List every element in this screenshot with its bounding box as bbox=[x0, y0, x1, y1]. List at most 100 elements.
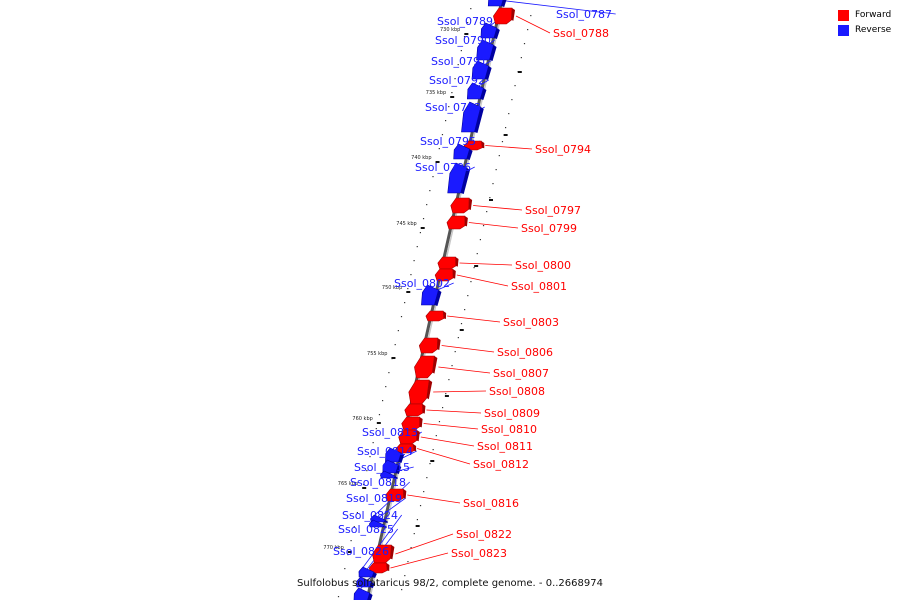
tick-label: 745 kbp bbox=[396, 221, 416, 227]
gene-block-ssol_0788[interactable] bbox=[493, 7, 515, 25]
gene-label-ssol_0794[interactable]: Ssol_0794 bbox=[535, 143, 591, 156]
gene-block-ssol_0806[interactable] bbox=[418, 337, 441, 354]
minor-tick-left bbox=[337, 596, 340, 598]
leader-line bbox=[407, 494, 461, 504]
gene-label-ssol_0790[interactable]: Ssol_0790 bbox=[435, 34, 491, 47]
gene-block-ssol_0800[interactable] bbox=[437, 256, 459, 270]
gene-label-ssol_0814[interactable]: Ssol_0814 bbox=[357, 445, 413, 458]
minor-tick-right bbox=[473, 267, 475, 269]
gene-side bbox=[474, 107, 484, 133]
minor-tick-left bbox=[382, 400, 384, 402]
gene-label-ssol_0810[interactable]: Ssol_0810 bbox=[481, 423, 537, 436]
forward-label: Forward bbox=[855, 10, 892, 20]
gene-label-ssol_0826[interactable]: Ssol_0826 bbox=[333, 545, 389, 558]
gene-side bbox=[384, 520, 389, 523]
gene-label-ssol_0797[interactable]: Ssol_0797 bbox=[525, 204, 581, 217]
gene-block-ssol_0796[interactable] bbox=[447, 162, 471, 194]
gene-label-ssol_0796[interactable]: Ssol_0796 bbox=[415, 161, 471, 174]
gene-label-ssol_0812[interactable]: Ssol_0812 bbox=[473, 458, 529, 471]
gene-block-ssol_0791[interactable] bbox=[471, 60, 492, 80]
gene-block-ssol_0793[interactable] bbox=[461, 101, 484, 133]
gene-block-ssol_0823[interactable] bbox=[368, 562, 390, 574]
gene-block-ssol_0802[interactable] bbox=[421, 284, 442, 306]
gene-block-ssol_0819[interactable] bbox=[369, 519, 388, 528]
gene-block-ssol_0826[interactable] bbox=[353, 587, 373, 600]
minor-tick-right bbox=[492, 183, 494, 185]
gene-label-ssol_0813[interactable]: Ssol_0813 bbox=[362, 426, 418, 439]
minor-tick-right bbox=[505, 127, 507, 129]
minor-tick-right bbox=[451, 365, 453, 367]
gene-block-ssol_0797[interactable] bbox=[450, 197, 473, 214]
gene-block-ssol_0795[interactable] bbox=[453, 143, 473, 160]
gene-label-ssol_0792[interactable]: Ssol_0792 bbox=[429, 74, 485, 87]
gene-block-ssol_0807[interactable] bbox=[414, 355, 438, 379]
minor-tick-left bbox=[359, 498, 362, 500]
gene-label-ssol_0787[interactable]: Ssol_0787 bbox=[556, 8, 612, 21]
gene-block-ssol_0799[interactable] bbox=[446, 215, 468, 230]
gene-block-ssol_0803[interactable] bbox=[425, 310, 447, 322]
gene-label-ssol_0824[interactable]: Ssol_0824 bbox=[342, 509, 398, 522]
gene-block-ssol_0816[interactable] bbox=[385, 488, 407, 502]
gene-block-ssol_0815[interactable] bbox=[380, 470, 399, 479]
gene-block-ssol_0808[interactable] bbox=[408, 379, 433, 405]
tick-label: 770 kbp bbox=[323, 545, 343, 551]
minor-tick-left bbox=[422, 218, 425, 220]
gene-block-ssol_0789[interactable] bbox=[480, 22, 500, 39]
gene-label-ssol_0801[interactable]: Ssol_0801 bbox=[511, 280, 567, 293]
gene-side bbox=[426, 380, 433, 400]
gene-side bbox=[413, 444, 417, 452]
gene-label-ssol_0795[interactable]: Ssol_0795 bbox=[420, 135, 476, 148]
gene-block-ssol_0801[interactable] bbox=[434, 268, 456, 282]
leader-line bbox=[515, 15, 551, 34]
gene-block-ssol_0825[interactable] bbox=[356, 576, 375, 588]
minor-tick-right bbox=[426, 477, 428, 479]
minor-tick-right bbox=[511, 99, 513, 101]
gene-label-ssol_0791[interactable]: Ssol_0791 bbox=[431, 55, 487, 68]
gene-label-ssol_0811[interactable]: Ssol_0811 bbox=[477, 440, 533, 453]
gene-label-ssol_0800[interactable]: Ssol_0800 bbox=[515, 259, 571, 272]
gene-label-ssol_0806[interactable]: Ssol_0806 bbox=[497, 346, 553, 359]
gene-body bbox=[447, 162, 468, 194]
gene-label-ssol_0823[interactable]: Ssol_0823 bbox=[451, 547, 507, 560]
gene-label-ssol_0822[interactable]: Ssol_0822 bbox=[456, 528, 512, 541]
gene-side bbox=[395, 465, 402, 474]
minor-tick-left bbox=[413, 260, 415, 262]
minor-tick-left bbox=[407, 288, 409, 290]
gene-block-ssol_0812[interactable] bbox=[395, 443, 417, 454]
gene-label-ssol_0788[interactable]: Ssol_0788 bbox=[553, 27, 609, 40]
minor-tick-right bbox=[501, 141, 504, 143]
gene-label-ssol_0825[interactable]: Ssol_0825 bbox=[338, 523, 394, 536]
gene-side bbox=[367, 593, 373, 600]
gene-block-ssol_0809[interactable] bbox=[404, 403, 426, 417]
minor-tick-left bbox=[344, 568, 346, 570]
gene-label-ssol_0819[interactable]: Ssol_0819 bbox=[346, 492, 402, 505]
gene-label-ssol_0808[interactable]: Ssol_0808 bbox=[489, 385, 545, 398]
gene-block-ssol_0814[interactable] bbox=[382, 459, 402, 474]
gene-label-ssol_0793[interactable]: Ssol_0793 bbox=[425, 101, 481, 114]
gene-label-ssol_0818[interactable]: Ssol_0818 bbox=[350, 476, 406, 489]
gene-label-ssol_0803[interactable]: Ssol_0803 bbox=[503, 316, 559, 329]
gene-block-ssol_0792[interactable] bbox=[466, 82, 487, 100]
gene-body bbox=[369, 519, 385, 528]
gene-block-ssol_0787[interactable] bbox=[487, 0, 507, 7]
gene-block-ssol_0824[interactable] bbox=[358, 566, 377, 578]
minor-tick-left bbox=[467, 22, 469, 24]
gene-label-ssol_0802[interactable]: Ssol_0802 bbox=[394, 277, 450, 290]
leader-line bbox=[423, 423, 479, 430]
gene-block-ssol_0810[interactable] bbox=[401, 416, 423, 431]
gene-label-ssol_0799[interactable]: Ssol_0799 bbox=[521, 222, 577, 235]
gene-block-ssol_0790[interactable] bbox=[476, 39, 497, 61]
gene-side bbox=[434, 290, 442, 306]
gene-label-ssol_0815[interactable]: Ssol_0815 bbox=[354, 461, 410, 474]
gene-label-ssol_0807[interactable]: Ssol_0807 bbox=[493, 367, 549, 380]
gene-side bbox=[480, 88, 487, 100]
minor-tick-left bbox=[463, 36, 466, 38]
gene-side bbox=[493, 28, 500, 39]
gene-label-ssol_0809[interactable]: Ssol_0809 bbox=[484, 407, 540, 420]
gene-label-ssol_0816[interactable]: Ssol_0816 bbox=[463, 497, 519, 510]
gene-label-ssol_0789[interactable]: Ssol_0789 bbox=[437, 15, 493, 28]
gene-block-ssol_0794[interactable] bbox=[463, 140, 485, 151]
leader-line bbox=[358, 514, 403, 574]
gene-blocks bbox=[353, 0, 515, 600]
